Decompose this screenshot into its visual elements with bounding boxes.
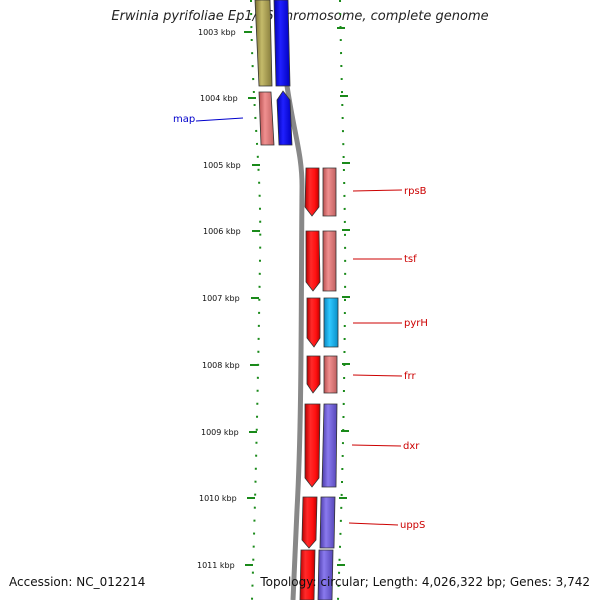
kbp-label-1005: 1005 kbp (203, 161, 241, 170)
leader-line-dxr (351, 444, 402, 447)
feature-blue-top (273, 0, 291, 87)
chromosome-backbone (276, 0, 305, 600)
kbp-label-1009: 1009 kbp (201, 428, 239, 437)
gene-label-tsf[interactable]: tsf (404, 254, 417, 265)
kbp-label-1004: 1004 kbp (200, 94, 238, 103)
gene-label-uppS[interactable]: uppS (400, 520, 425, 531)
leader-line-map (195, 117, 244, 122)
feature-rpsB-cds (304, 167, 320, 217)
kbp-ticks (244, 31, 260, 566)
feature-map-pink (258, 91, 275, 146)
feature-uppS-outer (319, 496, 336, 549)
feature-dxr-outer (321, 403, 338, 488)
gene-label-pyrH[interactable]: pyrH (404, 318, 428, 329)
feature-frr-cds (306, 355, 321, 394)
right-dotted-ring (337, 0, 347, 600)
feature-bottom-outer (317, 549, 334, 600)
leader-line-frr (352, 374, 403, 377)
feature-map-blue (276, 90, 293, 146)
feature-tsf-outer (322, 230, 337, 292)
gene-label-rpsB[interactable]: rpsB (404, 186, 427, 197)
kbp-label-1008: 1008 kbp (202, 361, 240, 370)
kbp-label-1011: 1011 kbp (197, 561, 235, 570)
feature-pyrH-outer (323, 297, 339, 348)
feature-dxr-cds (304, 403, 321, 488)
kbp-label-1006: 1006 kbp (203, 227, 241, 236)
feature-uppS-cds (301, 496, 318, 549)
feature-frr-outer (323, 355, 338, 394)
feature-bottom-cds (299, 549, 316, 600)
kbp-label-1010: 1010 kbp (199, 494, 237, 503)
feature-pyrH-cds (306, 297, 321, 348)
accession-text: Accession: NC_012214 (9, 575, 146, 589)
leader-line-rpsB (352, 189, 403, 192)
kbp-label-1003: 1003 kbp (198, 28, 236, 37)
feature-tsf-cds (305, 230, 321, 292)
gene-label-map[interactable]: map (173, 114, 195, 125)
feature-olive (254, 0, 273, 87)
leader-line-uppS (348, 522, 399, 526)
gene-label-frr[interactable]: frr (404, 371, 416, 382)
gene-label-dxr[interactable]: dxr (403, 441, 420, 452)
feature-rpsB-outer (322, 167, 337, 217)
map-title: Erwinia pyrifoliae Ep1/96 chromosome, co… (111, 9, 489, 24)
outer-ticks (337, 27, 350, 566)
kbp-label-1007: 1007 kbp (202, 294, 240, 303)
left-dotted-ring (250, 0, 262, 600)
topology-text: Topology: circular; Length: 4,026,322 bp… (260, 575, 590, 589)
